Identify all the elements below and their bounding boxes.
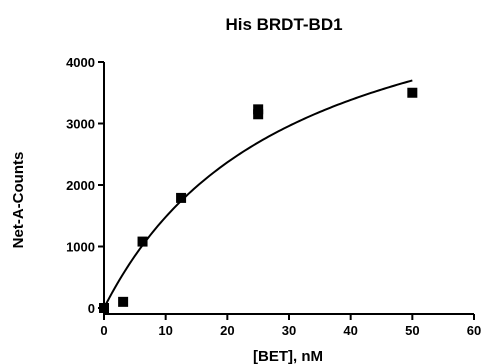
chart-title: His BRDT-BD1 bbox=[225, 15, 342, 34]
x-axis-label: [BET], nM bbox=[253, 348, 323, 364]
y-tick-label: 4000 bbox=[66, 55, 95, 70]
y-axis-label: Net-A-Counts bbox=[10, 152, 27, 249]
data-point bbox=[253, 104, 264, 115]
y-tick-label: 1000 bbox=[66, 240, 95, 255]
data-point bbox=[99, 303, 109, 313]
x-tick-label: 30 bbox=[282, 323, 296, 338]
axes bbox=[103, 62, 474, 315]
data-points-layer bbox=[99, 87, 418, 313]
x-tick-label: 60 bbox=[467, 323, 481, 338]
data-point bbox=[137, 236, 148, 247]
y-tick-label: 3000 bbox=[66, 117, 95, 132]
x-tick-label: 50 bbox=[405, 323, 419, 338]
x-tick-label: 20 bbox=[220, 323, 234, 338]
x-tick-label: 10 bbox=[158, 323, 172, 338]
fit-curve bbox=[103, 79, 413, 309]
x-tick-label: 0 bbox=[100, 323, 107, 338]
ticks: 0 1000 2000 3000 4000 0 10 20 30 40 50 60 bbox=[66, 55, 481, 338]
data-point bbox=[176, 192, 187, 203]
data-point bbox=[118, 296, 129, 307]
data-point bbox=[407, 87, 418, 98]
x-tick-label: 40 bbox=[343, 323, 357, 338]
y-tick-label: 2000 bbox=[66, 178, 95, 193]
y-tick-label: 0 bbox=[88, 301, 95, 316]
fit-curve-layer bbox=[103, 79, 413, 309]
